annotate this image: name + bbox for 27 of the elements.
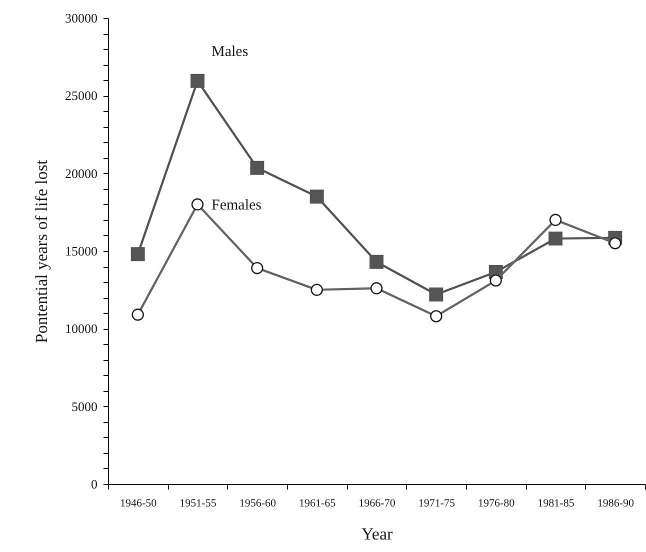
series-label: Males xyxy=(212,44,248,60)
point xyxy=(250,160,264,175)
y-tick-label: 25000 xyxy=(65,88,98,104)
x-tick-label: 1946-50 xyxy=(120,498,158,510)
x-axis-title: Year xyxy=(361,524,393,544)
point xyxy=(190,74,204,88)
x-tick-label: 1951-55 xyxy=(180,498,217,510)
y-tick-label: 0 xyxy=(91,476,98,492)
y-tick-label: 30000 xyxy=(65,10,98,26)
x-tick-label: 1976-80 xyxy=(478,498,516,510)
point xyxy=(130,247,145,262)
point xyxy=(548,232,562,246)
point xyxy=(310,190,324,204)
point xyxy=(370,254,384,269)
series-label: Females xyxy=(212,197,262,214)
y-tick-label: 10000 xyxy=(65,321,98,336)
x-tick-label: 1971-75 xyxy=(418,498,456,510)
y-axis-title: Pontential years of life lost xyxy=(32,160,51,344)
point xyxy=(429,288,444,302)
x-tick-label: 1956-60 xyxy=(239,498,276,510)
x-tick-label: 1981-85 xyxy=(538,498,575,510)
y-tick-label: 20000 xyxy=(65,166,98,181)
y-tick-label: 5000 xyxy=(72,398,98,414)
y-tick-label: 15000 xyxy=(65,244,98,258)
x-tick-label: 1986-90 xyxy=(597,498,634,510)
x-tick-label: 1966-70 xyxy=(358,498,396,510)
x-tick-label: 1961-65 xyxy=(298,498,336,510)
